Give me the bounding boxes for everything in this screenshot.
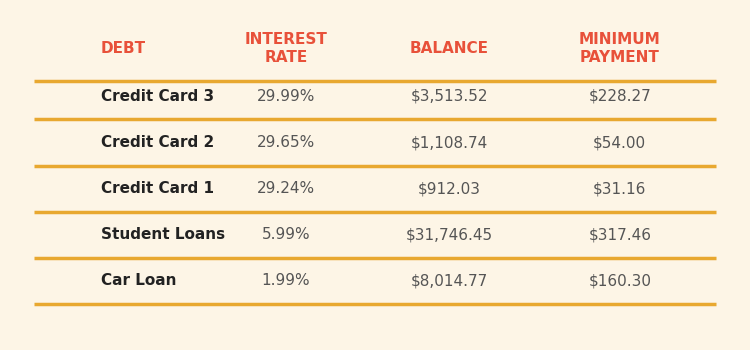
Text: INTEREST
RATE: INTEREST RATE: [244, 33, 328, 65]
Text: Car Loan: Car Loan: [100, 273, 176, 288]
Text: Credit Card 1: Credit Card 1: [100, 181, 214, 196]
Text: $54.00: $54.00: [593, 135, 646, 150]
Text: $228.27: $228.27: [588, 89, 651, 104]
Text: $912.03: $912.03: [418, 181, 481, 196]
Text: Credit Card 3: Credit Card 3: [100, 89, 214, 104]
Text: BALANCE: BALANCE: [410, 41, 489, 56]
Text: Credit Card 2: Credit Card 2: [100, 135, 214, 150]
Text: Student Loans: Student Loans: [100, 227, 225, 242]
Text: $317.46: $317.46: [588, 227, 651, 242]
Text: 29.99%: 29.99%: [256, 89, 315, 104]
Text: MINIMUM
PAYMENT: MINIMUM PAYMENT: [579, 33, 661, 65]
Text: 29.24%: 29.24%: [257, 181, 315, 196]
Text: 1.99%: 1.99%: [262, 273, 310, 288]
Text: 29.65%: 29.65%: [257, 135, 315, 150]
Text: 5.99%: 5.99%: [262, 227, 310, 242]
Text: DEBT: DEBT: [100, 41, 146, 56]
Text: $31.16: $31.16: [593, 181, 646, 196]
Text: $160.30: $160.30: [588, 273, 651, 288]
Text: $1,108.74: $1,108.74: [410, 135, 488, 150]
Text: $8,014.77: $8,014.77: [410, 273, 488, 288]
Text: $3,513.52: $3,513.52: [410, 89, 488, 104]
Text: $31,746.45: $31,746.45: [406, 227, 493, 242]
